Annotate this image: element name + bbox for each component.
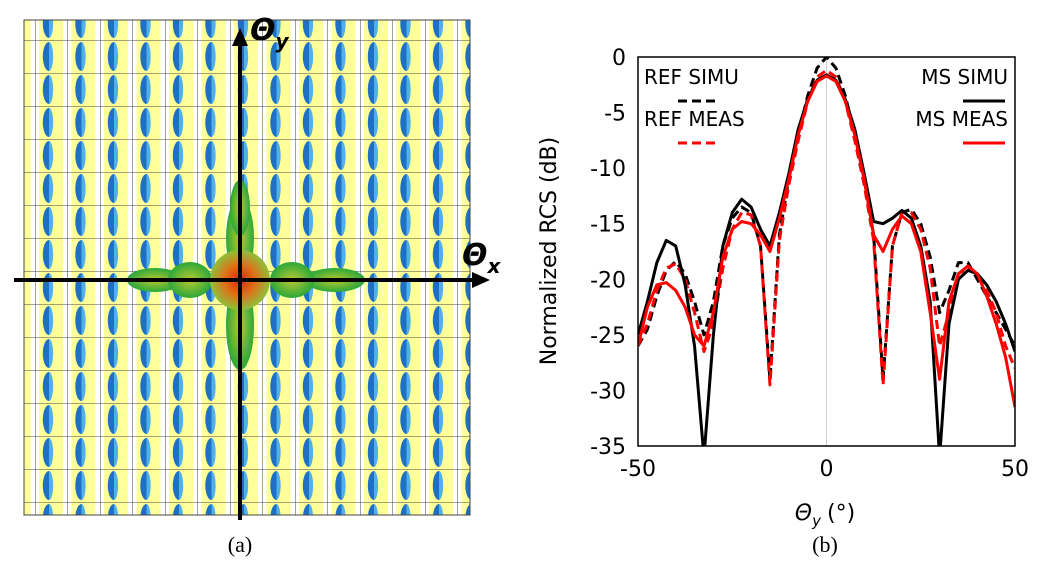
caption: (a) [228,532,252,557]
axis-subscript: x [487,254,502,278]
legend-label: MS SIMU [921,65,1008,89]
axis-subscript: y [811,512,822,530]
axis-unit: (°) [827,501,855,526]
legend-label: REF SIMU [644,65,739,89]
panel-a: Θy Θx (a) [14,13,502,557]
axis-label: Θy [250,13,290,53]
y-tick-label: -20 [590,268,626,293]
y-tick-label: 0 [612,46,626,71]
axis-subscript: y [276,29,290,53]
legend-label: REF MEAS [644,107,745,131]
x-tick-label: 0 [820,457,834,482]
axis-symbol: Θ [795,501,812,526]
y-tick-label: -25 [590,324,626,349]
y-tick-label: -15 [590,213,626,238]
y-tick-label: -35 [590,435,626,460]
axis-symbol: Θ [250,13,276,48]
legend-label: MS MEAS [915,107,1008,131]
axis-label: Θx [462,238,502,278]
y-tick-label: -30 [590,379,626,404]
axis-symbol: Θ [462,238,488,273]
x-axis-label: Θy (°) [795,501,855,530]
y-tick-label: -10 [590,157,626,182]
y-axis-label: Normalized RCS (dB) [537,137,562,366]
caption: (b) [812,532,838,557]
x-tick-label: 50 [1001,457,1029,482]
y-tick-label: -5 [604,102,626,127]
figure: Θy Θx (a) (b) Normalized RCS (dB) Θy(°) … [0,0,1043,567]
x-tick-label: -50 [620,457,656,482]
